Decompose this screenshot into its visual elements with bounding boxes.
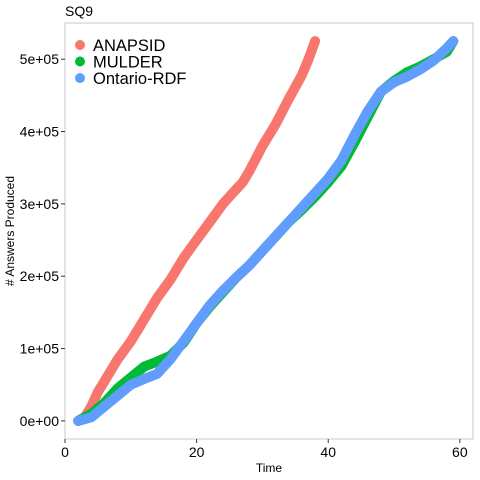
x-tick-label: 60	[452, 444, 468, 460]
series-layer	[73, 36, 459, 426]
y-tick-label: 4e+05	[20, 124, 60, 140]
y-tick-label: 2e+05	[20, 268, 60, 284]
x-tick-label: 40	[320, 444, 336, 460]
y-tick-label: 5e+05	[20, 51, 60, 67]
y-axis-label: # Answers Produced	[3, 176, 17, 286]
y-tick-label: 3e+05	[20, 196, 60, 212]
y-tick-label: 1e+05	[20, 341, 60, 357]
x-axis-label: Time	[256, 461, 283, 475]
series-line-anapsid	[73, 36, 321, 426]
legend-label: MULDER	[93, 54, 163, 72]
y-tick-label: 0e+00	[20, 413, 60, 429]
legend-label: Ontario-RDF	[93, 70, 187, 88]
legend-key-mulder	[75, 56, 85, 67]
legend-key-ontario-rdf	[75, 73, 85, 83]
x-tick-label: 0	[61, 444, 69, 460]
x-axis: 0 20 40 60	[61, 439, 468, 460]
legend-key-anapsid	[75, 40, 85, 50]
x-tick-label: 20	[189, 444, 205, 460]
series-line-ontario-rdf	[73, 36, 459, 426]
y-axis: 0e+00 1e+05 2e+05 3e+05 4e+05 5e+05	[20, 51, 65, 429]
chart-title: SQ9	[65, 3, 93, 19]
legend-label: ANAPSID	[93, 37, 166, 55]
